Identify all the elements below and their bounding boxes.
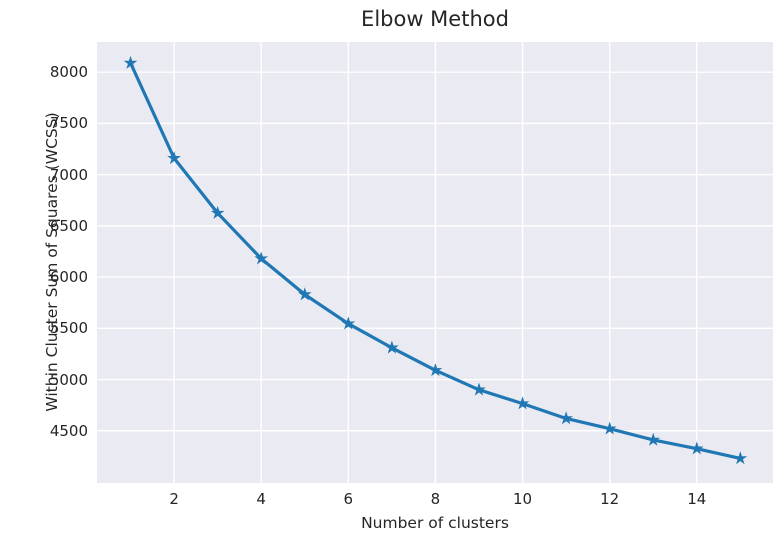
x-tick-label: 14 <box>687 490 707 508</box>
star-marker <box>559 411 573 425</box>
x-tick-label: 2 <box>169 490 179 508</box>
star-marker <box>210 205 225 219</box>
star-marker <box>123 55 138 69</box>
y-tick-label: 5000 <box>49 370 88 389</box>
y-tick-label: 6000 <box>49 268 88 287</box>
x-tick-label: 12 <box>600 490 620 508</box>
y-tick-label: 7500 <box>49 114 88 133</box>
x-tick-label: 10 <box>512 490 533 508</box>
y-tick-label: 4500 <box>49 421 88 440</box>
y-tick-label: 5500 <box>49 319 88 338</box>
plot-area <box>97 42 773 483</box>
y-axis-label: Within Cluster Sum of Squares (WCSS) <box>43 112 61 412</box>
star-marker <box>646 432 661 446</box>
star-marker <box>297 287 312 301</box>
star-marker <box>341 316 356 330</box>
y-tick-label: 7000 <box>49 165 88 184</box>
x-tick-label: 4 <box>256 490 266 508</box>
star-marker <box>428 363 443 377</box>
star-marker <box>602 421 617 435</box>
x-tick-label: 8 <box>430 490 441 508</box>
star-marker <box>385 340 399 354</box>
star-marker <box>167 151 181 165</box>
chart-title: Elbow Method <box>361 7 509 31</box>
star-marker <box>689 441 704 455</box>
star-marker <box>515 396 530 410</box>
x-tick-label: 6 <box>343 490 354 508</box>
star-marker <box>472 382 486 396</box>
chart-svg <box>97 42 773 483</box>
star-marker <box>733 451 748 465</box>
y-tick-label: 6500 <box>49 216 88 235</box>
y-tick-label: 8000 <box>49 63 88 82</box>
data-point-markers <box>123 55 748 465</box>
x-axis-label: Number of clusters <box>361 514 509 532</box>
star-marker <box>254 251 269 265</box>
gridlines <box>97 42 773 483</box>
